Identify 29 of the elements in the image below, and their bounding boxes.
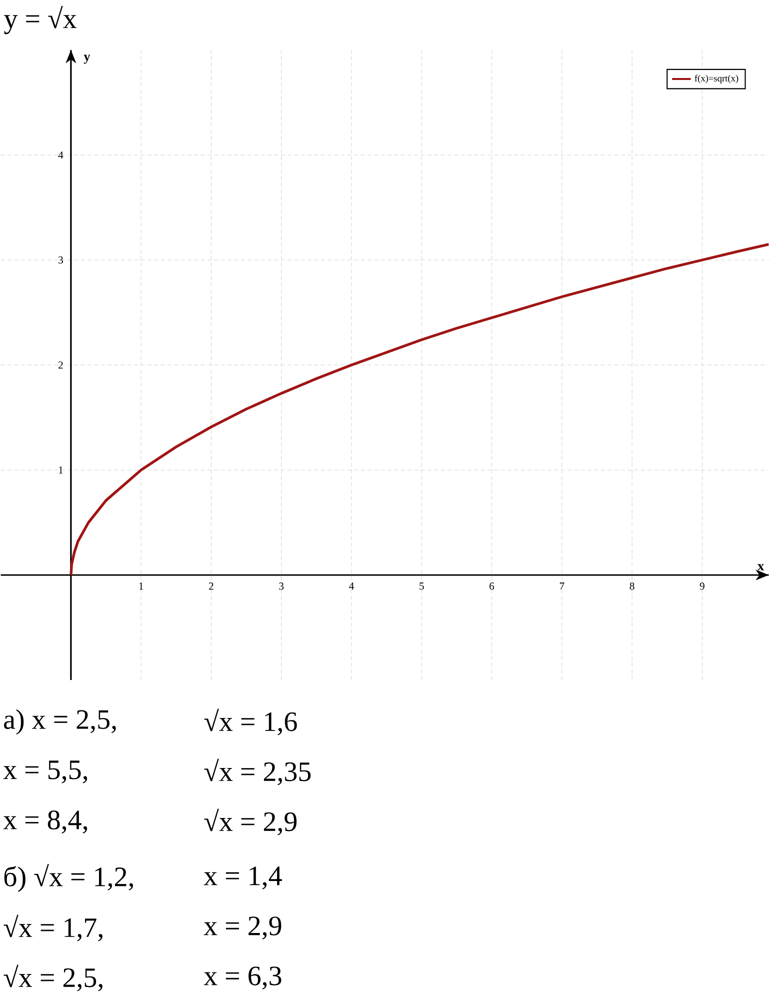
text: x = 1,4 xyxy=(204,866,282,890)
x-tick-label: 7 xyxy=(560,582,564,590)
x-tick-label: 2 xyxy=(209,582,214,590)
text: x = 2,9 xyxy=(204,916,282,940)
text: б) √x = 1,2, xyxy=(4,864,134,892)
x-tick-label: 9 xyxy=(700,582,705,590)
text: x = 8,4, xyxy=(4,810,88,834)
x-tick-label: 5 xyxy=(420,582,424,590)
text: √x = 1,6 xyxy=(204,708,298,736)
y-tick-label: 3 xyxy=(58,256,64,264)
text: √x = 1,7, xyxy=(4,914,103,942)
x-tick-label: 6 xyxy=(490,582,494,590)
x-tick-label: 4 xyxy=(349,582,354,590)
y-axis-title: y xyxy=(84,54,90,64)
x-axis-title: x xyxy=(758,564,764,570)
text: а) x = 2,5, xyxy=(4,709,116,735)
y-tick-label: 2 xyxy=(58,361,63,369)
text: x = 6,3 xyxy=(204,966,282,990)
text: √x = 2,5, xyxy=(4,964,103,992)
x-tick-label: 8 xyxy=(630,582,634,590)
x-tick-label: 1 xyxy=(140,582,144,590)
chart-title: y = √x xyxy=(4,6,77,34)
text: x = 5,5, xyxy=(4,760,88,784)
y-tick-label: 4 xyxy=(58,151,64,159)
text: √x = 2,9 xyxy=(204,808,297,836)
legend-label: f(x)=sqrt(x) xyxy=(694,74,738,84)
y-tick-label: 1 xyxy=(59,466,63,474)
text: √x = 2,35 xyxy=(204,758,311,786)
x-tick-label: 3 xyxy=(279,582,284,590)
